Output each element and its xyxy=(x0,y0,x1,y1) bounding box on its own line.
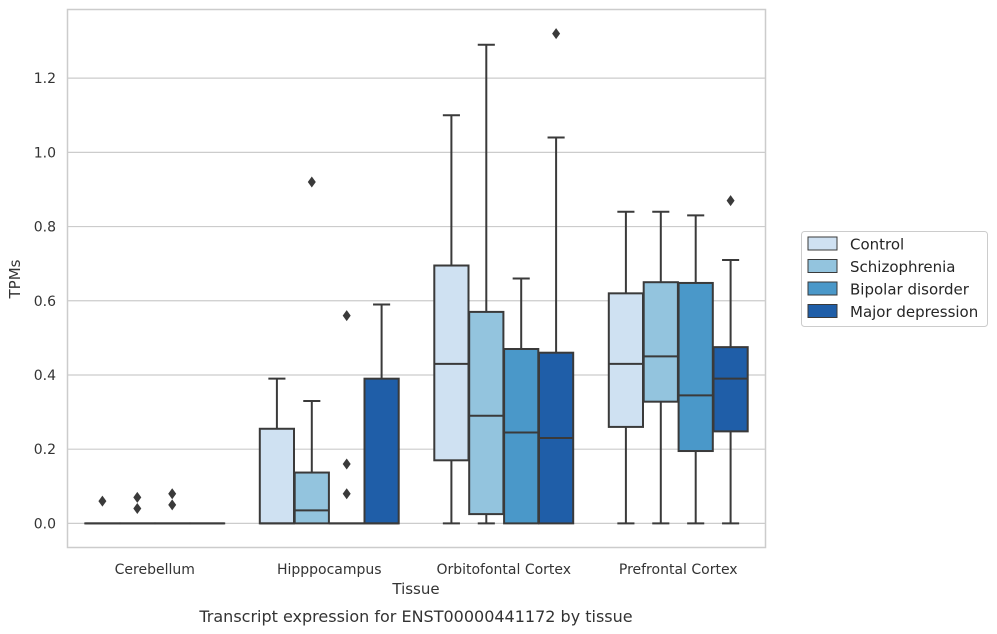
legend-items: Control Schizophrenia Bipolar disorder Majo… xyxy=(807,236,978,321)
legend-swatch xyxy=(807,304,838,318)
box-iqr xyxy=(293,471,330,525)
series-control xyxy=(84,114,645,525)
box-group xyxy=(328,310,365,525)
box-group xyxy=(607,210,645,525)
y-axis-ticks: 0.0 0.2 0.4 0.6 0.8 1.0 1.2 xyxy=(34,71,56,532)
legend-label: Bipolar disorder xyxy=(850,281,970,299)
y-tick-label: 0.6 xyxy=(34,294,56,310)
box-iqr xyxy=(607,292,645,428)
box-group xyxy=(433,114,470,525)
box-group xyxy=(84,495,121,525)
series-schizophrenia xyxy=(119,43,679,525)
box-group xyxy=(712,195,749,525)
box-iqr xyxy=(363,377,400,525)
outlier-point xyxy=(168,499,177,511)
box-iqr xyxy=(712,346,749,433)
outlier-point xyxy=(133,503,142,515)
box-group xyxy=(258,377,296,525)
legend-label: Control xyxy=(850,236,904,254)
legend: Control Schizophrenia Bipolar disorder Majo… xyxy=(801,231,988,327)
outlier-point xyxy=(168,488,177,500)
box-iqr xyxy=(677,281,714,453)
y-tick-label: 0.0 xyxy=(34,516,56,532)
x-tick-label: Prefrontal Cortex xyxy=(619,562,738,578)
box-series xyxy=(84,28,749,525)
outlier-point xyxy=(98,495,107,507)
outlier-point xyxy=(133,491,142,503)
legend-label: Major depression xyxy=(850,303,978,321)
box-group xyxy=(154,488,191,525)
box-group xyxy=(677,214,714,525)
y-tick-label: 1.0 xyxy=(34,145,56,161)
box-iqr xyxy=(258,427,296,525)
box-group xyxy=(363,303,400,525)
box-iqr xyxy=(468,310,505,516)
legend-swatch xyxy=(807,281,838,296)
box-group xyxy=(293,176,330,525)
box-group xyxy=(642,210,679,525)
legend-label: Schizophrenia xyxy=(850,258,955,276)
y-tick-label: 0.8 xyxy=(34,220,56,236)
outlier-point xyxy=(342,488,351,500)
gridlines xyxy=(67,77,766,524)
outlier-point xyxy=(307,176,316,188)
outlier-point xyxy=(342,458,351,470)
legend-swatch xyxy=(807,259,838,273)
box-group xyxy=(503,277,540,525)
box-iqr xyxy=(642,281,679,403)
series-bipolar-disorder xyxy=(154,214,714,525)
box-group xyxy=(468,43,505,525)
plot-area-frame xyxy=(66,8,767,549)
x-tick-label: Cerebellum xyxy=(115,562,195,578)
x-axis-title: Tissue xyxy=(391,580,439,598)
y-axis-title: TPMs xyxy=(6,259,24,299)
chart-caption: Transcript expression for ENST0000044117… xyxy=(198,607,632,626)
legend-swatch xyxy=(807,236,838,251)
y-tick-label: 1.2 xyxy=(34,71,56,87)
x-tick-label: Hipppocampus xyxy=(277,562,382,578)
x-tick-label: Orbitofontal Cortex xyxy=(436,562,571,578)
series-major-depression xyxy=(188,28,749,525)
box-group xyxy=(537,28,575,525)
outlier-point xyxy=(552,28,561,40)
y-tick-label: 0.4 xyxy=(34,368,56,384)
x-axis-ticks: Cerebellum Hipppocampus Orbitofontal Corte… xyxy=(115,562,738,578)
outlier-point xyxy=(726,195,735,207)
y-tick-label: 0.2 xyxy=(34,442,56,458)
legend-frame xyxy=(801,231,988,327)
box-iqr xyxy=(503,347,540,525)
outlier-point xyxy=(342,310,351,322)
box-group xyxy=(119,491,156,525)
